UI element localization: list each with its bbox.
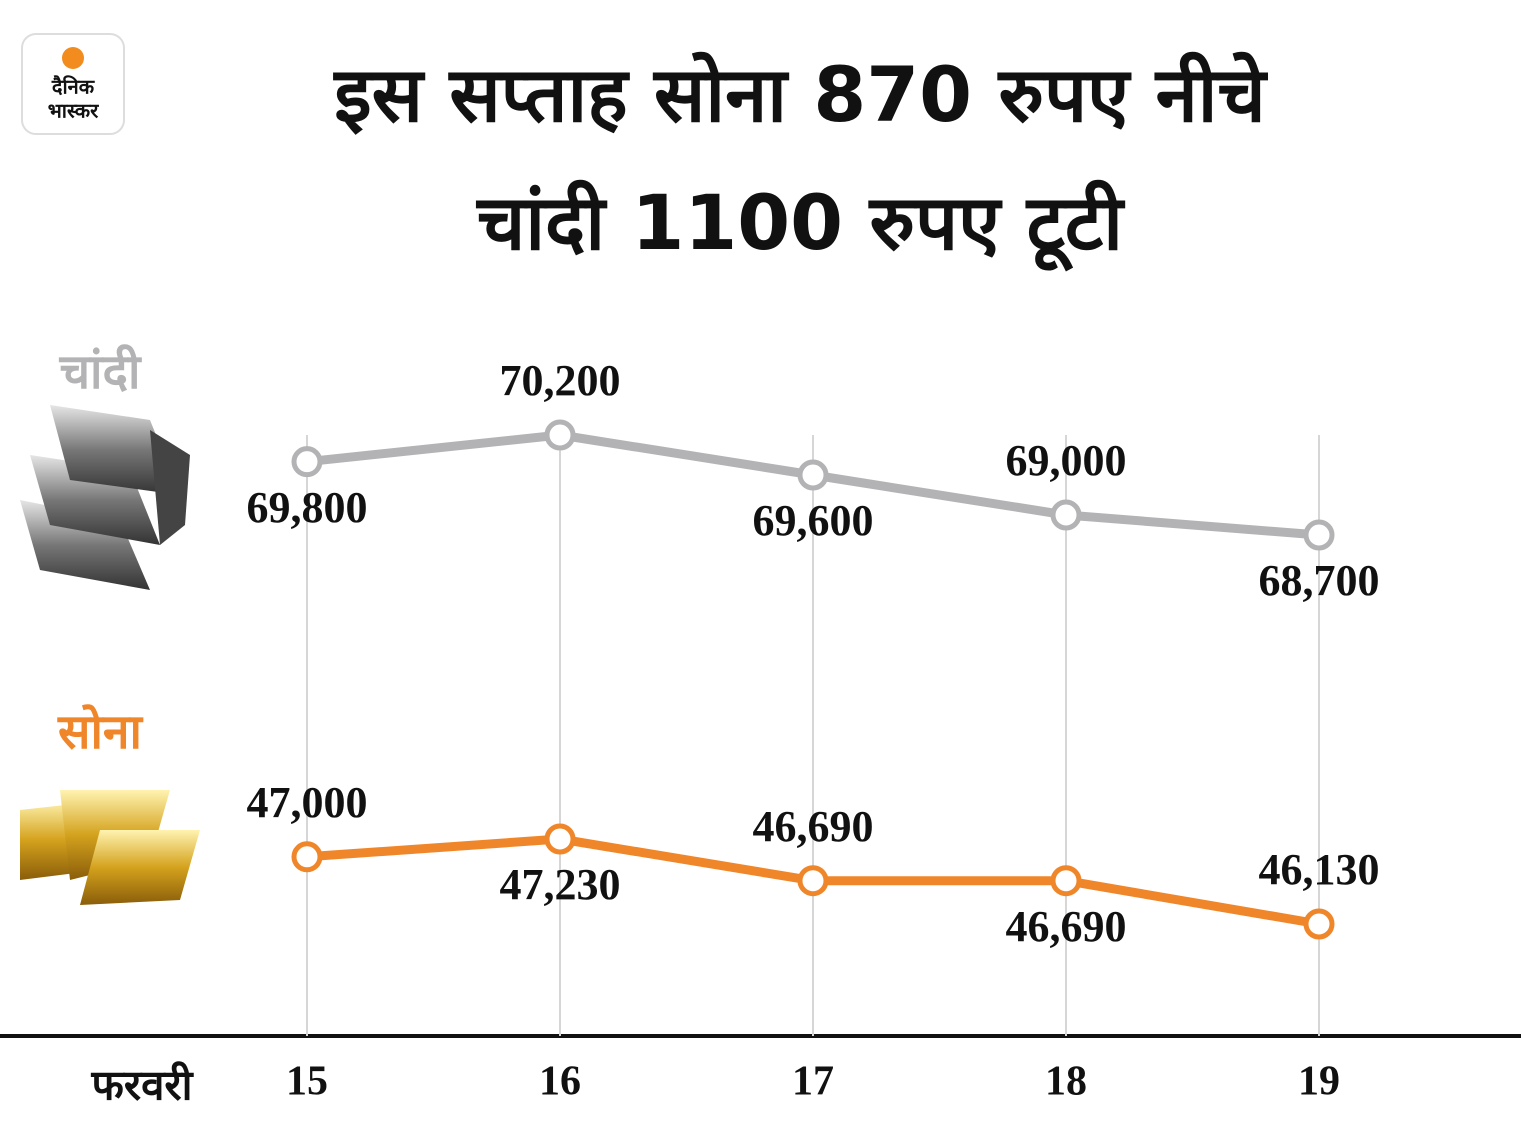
data-point bbox=[797, 459, 829, 491]
data-label: 68,700 bbox=[1259, 556, 1380, 605]
data-label: 69,000 bbox=[1006, 436, 1127, 485]
logo-box bbox=[21, 33, 125, 135]
data-point bbox=[291, 446, 323, 478]
data-point bbox=[291, 841, 323, 873]
gold-illustration bbox=[20, 790, 200, 905]
x-tick-label: 15 bbox=[286, 1059, 328, 1105]
x-tick-label: 19 bbox=[1298, 1059, 1340, 1105]
data-label: 46,130 bbox=[1259, 845, 1380, 894]
data-point bbox=[544, 419, 576, 451]
logo-sun bbox=[62, 47, 84, 69]
data-point bbox=[1050, 499, 1082, 531]
x-axis-label: फरवरी bbox=[91, 1061, 195, 1110]
chart-title: चांदी 1100 रुपए टूटी bbox=[475, 178, 1125, 272]
data-point bbox=[1303, 519, 1335, 551]
data-label: 70,200 bbox=[500, 356, 621, 405]
logo-text: भास्कर bbox=[48, 100, 99, 122]
data-label: 47,230 bbox=[500, 860, 621, 909]
data-point bbox=[544, 823, 576, 855]
data-label: 47,000 bbox=[247, 778, 368, 827]
data-label: 69,600 bbox=[753, 496, 874, 545]
x-tick-label: 18 bbox=[1045, 1059, 1087, 1105]
legend-label: चांदी bbox=[59, 344, 142, 400]
chart-title: इस सप्ताह सोना 870 रुपए नीचे bbox=[332, 50, 1268, 139]
x-tick-label: 16 bbox=[539, 1059, 581, 1105]
data-label: 46,690 bbox=[1006, 902, 1127, 951]
silver-illustration bbox=[20, 405, 190, 590]
data-point bbox=[797, 865, 829, 897]
logo-text: दैनिक bbox=[51, 74, 96, 98]
data-point bbox=[1050, 865, 1082, 897]
data-point bbox=[1303, 908, 1335, 940]
logo: दैनिक भास्कर bbox=[21, 33, 125, 135]
legend-label: सोना bbox=[57, 704, 144, 760]
data-label: 69,800 bbox=[247, 483, 368, 532]
data-label: 46,690 bbox=[753, 802, 874, 851]
plot-area: 15 16 17 18 19 चांदी 69,800 70,200 69,600 69,000 6… bbox=[57, 344, 1379, 1105]
x-tick-label: 17 bbox=[792, 1059, 834, 1105]
